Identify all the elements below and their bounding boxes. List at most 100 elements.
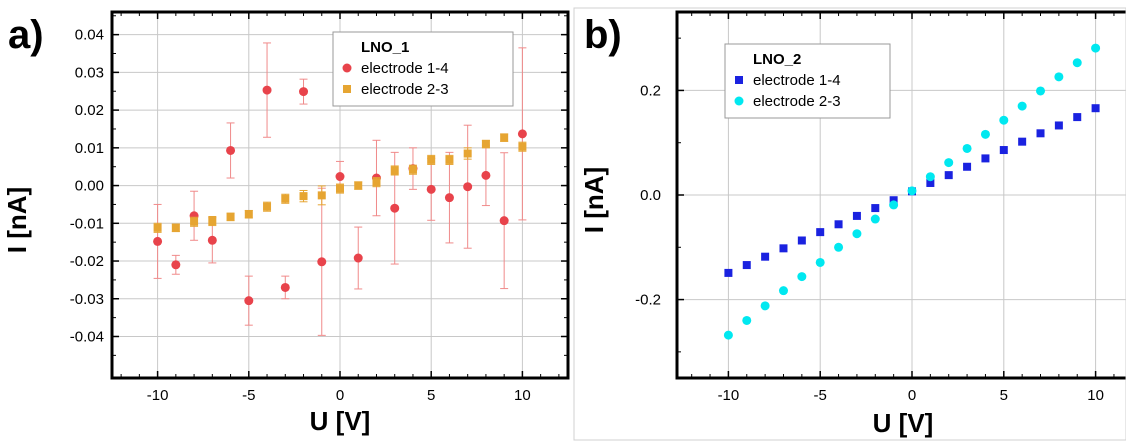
y-tick-label: 0.01 (75, 140, 104, 157)
data-point (1017, 101, 1027, 111)
series-2 (153, 133, 527, 233)
data-point (999, 146, 1008, 155)
data-point (889, 196, 898, 205)
data-point (299, 87, 309, 97)
data-point (500, 133, 509, 142)
legend-title: LNO_2 (753, 51, 801, 68)
data-point (1091, 43, 1101, 53)
data-point (317, 257, 327, 267)
data-point (760, 301, 770, 311)
data-point (171, 260, 181, 270)
legend-marker (735, 76, 743, 84)
data-point (980, 129, 990, 139)
data-point (226, 145, 236, 155)
data-point (889, 200, 899, 210)
y-tick-label: -0.2 (635, 292, 661, 309)
data-point (153, 236, 163, 246)
data-point (463, 149, 472, 158)
data-point (1054, 72, 1064, 82)
data-point (852, 211, 861, 220)
plot-frame (675, 10, 1126, 380)
data-point (981, 154, 990, 163)
x-tick-label: 10 (1087, 387, 1104, 404)
data-point (761, 252, 770, 261)
y-tick-label: -0.04 (70, 328, 104, 345)
legend-title: LNO_1 (361, 39, 409, 56)
data-point (815, 257, 825, 267)
series-1 (153, 42, 527, 336)
panel-b-border (573, 7, 1126, 441)
y-tick-label: -0.02 (70, 253, 104, 270)
x-tick-label: -5 (814, 387, 827, 404)
data-point (1036, 86, 1046, 96)
series-2 (723, 43, 1101, 340)
x-tick-label: -10 (718, 387, 740, 404)
data-point (171, 223, 180, 232)
data-point (244, 210, 253, 219)
data-point (1073, 113, 1082, 122)
data-point (797, 272, 807, 282)
data-point (742, 261, 751, 270)
data-point (353, 253, 363, 263)
x-tick-label: 5 (427, 387, 435, 404)
panel-label: b) (584, 13, 622, 57)
data-point (153, 223, 162, 232)
data-point (816, 228, 825, 237)
y-tick-label: -0.01 (70, 215, 104, 232)
data-point (926, 178, 935, 187)
legend-entry-label: electrode 2-3 (753, 93, 841, 110)
data-point (778, 286, 788, 296)
x-tick-label: -5 (242, 387, 255, 404)
data-point (426, 184, 436, 194)
data-point (190, 217, 199, 226)
data-point (724, 268, 733, 277)
data-point (518, 142, 527, 151)
legend-entry-label: electrode 2-3 (361, 81, 449, 98)
x-tick-label: 0 (908, 387, 916, 404)
data-point (870, 214, 880, 224)
x-tick-label: 0 (336, 387, 344, 404)
data-point (463, 182, 473, 192)
data-point (907, 186, 917, 196)
panel-label: a) (8, 13, 44, 57)
data-point (1054, 121, 1063, 130)
data-point (742, 315, 752, 325)
data-point (797, 236, 806, 245)
data-point (1091, 104, 1100, 113)
data-point (262, 85, 272, 95)
data-point (962, 143, 972, 153)
data-point (445, 155, 454, 164)
legend: LNO_1 electrode 1-4 electrode 2-3 (332, 31, 514, 107)
y-tick-label: 0.2 (640, 82, 661, 99)
data-point (871, 204, 880, 213)
data-point (481, 140, 490, 149)
y-tick-label: 0.0 (640, 187, 661, 204)
data-point (499, 216, 509, 226)
data-point (723, 330, 733, 340)
data-point (281, 194, 290, 203)
x-axis-title: U [V] (310, 406, 371, 436)
data-point (299, 192, 308, 201)
legend-box (724, 43, 891, 119)
legend-marker (342, 63, 352, 73)
data-point (226, 212, 235, 221)
data-point (999, 115, 1009, 125)
data-point (263, 202, 272, 211)
data-point (336, 184, 344, 193)
x-tick-label: -10 (147, 387, 169, 404)
data-point (1018, 137, 1027, 146)
y-tick-label: 0.04 (75, 27, 104, 44)
data-point (390, 166, 399, 175)
x-axis-title: U [V] (873, 408, 934, 438)
legend-box (332, 31, 514, 107)
data-point (244, 296, 254, 306)
data-point (1036, 129, 1045, 138)
data-point (834, 220, 843, 229)
plot-frame (110, 10, 570, 380)
chart-panel-b (675, 10, 1126, 380)
legend-entry-label: electrode 1-4 (361, 60, 449, 77)
data-point (1072, 58, 1082, 68)
x-tick-label: 10 (514, 387, 531, 404)
y-axis-title: I [nA] (579, 167, 609, 233)
